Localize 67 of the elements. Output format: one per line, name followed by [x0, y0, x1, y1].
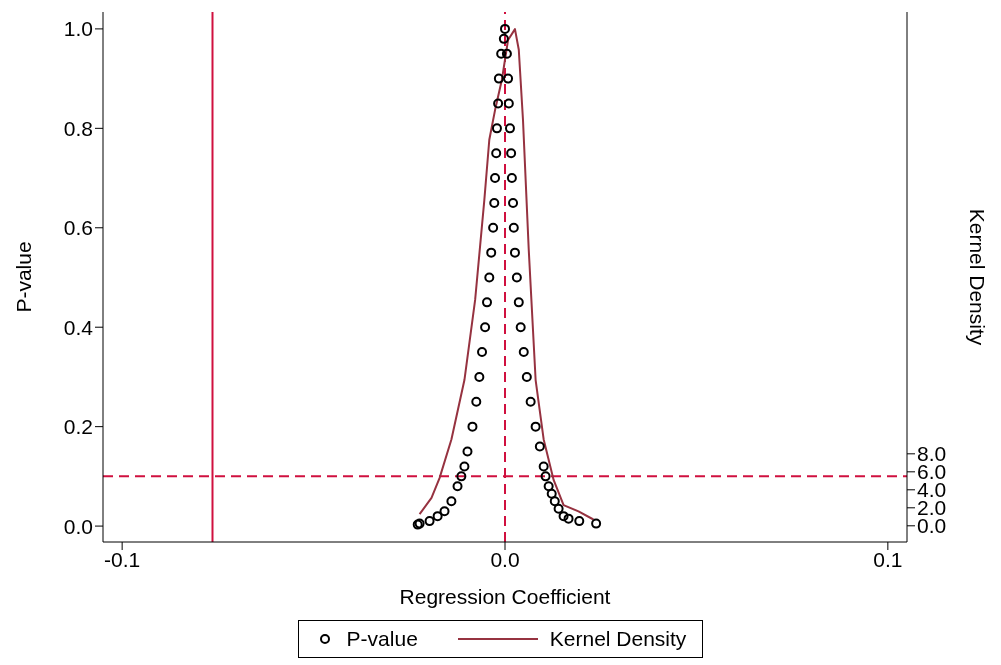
point: [488, 222, 499, 233]
point: [508, 197, 519, 208]
point: [496, 48, 507, 59]
point: [504, 123, 515, 134]
y-tick-label: 1.0: [63, 17, 93, 41]
point: [462, 446, 473, 457]
point: [515, 322, 526, 333]
point: [439, 506, 450, 517]
point: [484, 272, 495, 283]
point: [546, 488, 557, 499]
point: [500, 23, 510, 34]
point: [503, 73, 514, 84]
point: [511, 272, 522, 283]
point: [482, 297, 493, 308]
point: [508, 222, 519, 233]
y-tick-label: 0.6: [63, 216, 93, 240]
point: [493, 73, 504, 84]
point: [446, 496, 457, 507]
point: [501, 48, 512, 59]
y2-axis-title: Kernel Density: [965, 208, 989, 346]
y-tick-label: 0.4: [63, 315, 94, 339]
point: [574, 516, 585, 527]
point: [471, 396, 482, 407]
y-axis-title: P-value: [12, 241, 36, 313]
legend-label: P-value: [346, 627, 418, 651]
point: [493, 98, 504, 109]
point: [480, 322, 491, 333]
point: [549, 496, 560, 507]
point: [498, 33, 509, 44]
point: [509, 247, 520, 258]
x-tick-label: 0.1: [873, 547, 903, 571]
y-tick-label: 0.2: [63, 415, 93, 439]
point: [591, 518, 602, 529]
point: [477, 347, 488, 358]
legend-label: Kernel Density: [549, 627, 687, 651]
point: [558, 511, 569, 522]
point: [506, 173, 517, 184]
x-tick-label: 0.0: [490, 547, 520, 571]
point: [467, 421, 478, 432]
x-tick-label: -0.1: [104, 547, 141, 571]
point: [518, 347, 529, 358]
y-tick-label: 0.0: [63, 514, 93, 538]
point: [456, 471, 467, 482]
point: [553, 503, 564, 514]
point: [491, 123, 502, 134]
point: [452, 481, 463, 492]
point: [459, 461, 470, 472]
point: [432, 511, 443, 522]
point: [486, 247, 497, 258]
point: [491, 148, 502, 159]
point: [489, 197, 500, 208]
point: [424, 516, 435, 527]
point: [538, 461, 549, 472]
point: [474, 371, 485, 382]
y-tick-label: 0.8: [63, 116, 93, 140]
point: [540, 471, 551, 482]
point: [543, 481, 554, 492]
point: [521, 371, 532, 382]
point: [530, 421, 541, 432]
point: [490, 173, 501, 184]
point: [503, 98, 514, 109]
point: [506, 148, 517, 159]
point: [513, 297, 524, 308]
x-axis-title: Regression Coefficient: [399, 585, 611, 608]
point: [534, 441, 545, 452]
point: [563, 513, 574, 524]
point: [525, 396, 536, 407]
